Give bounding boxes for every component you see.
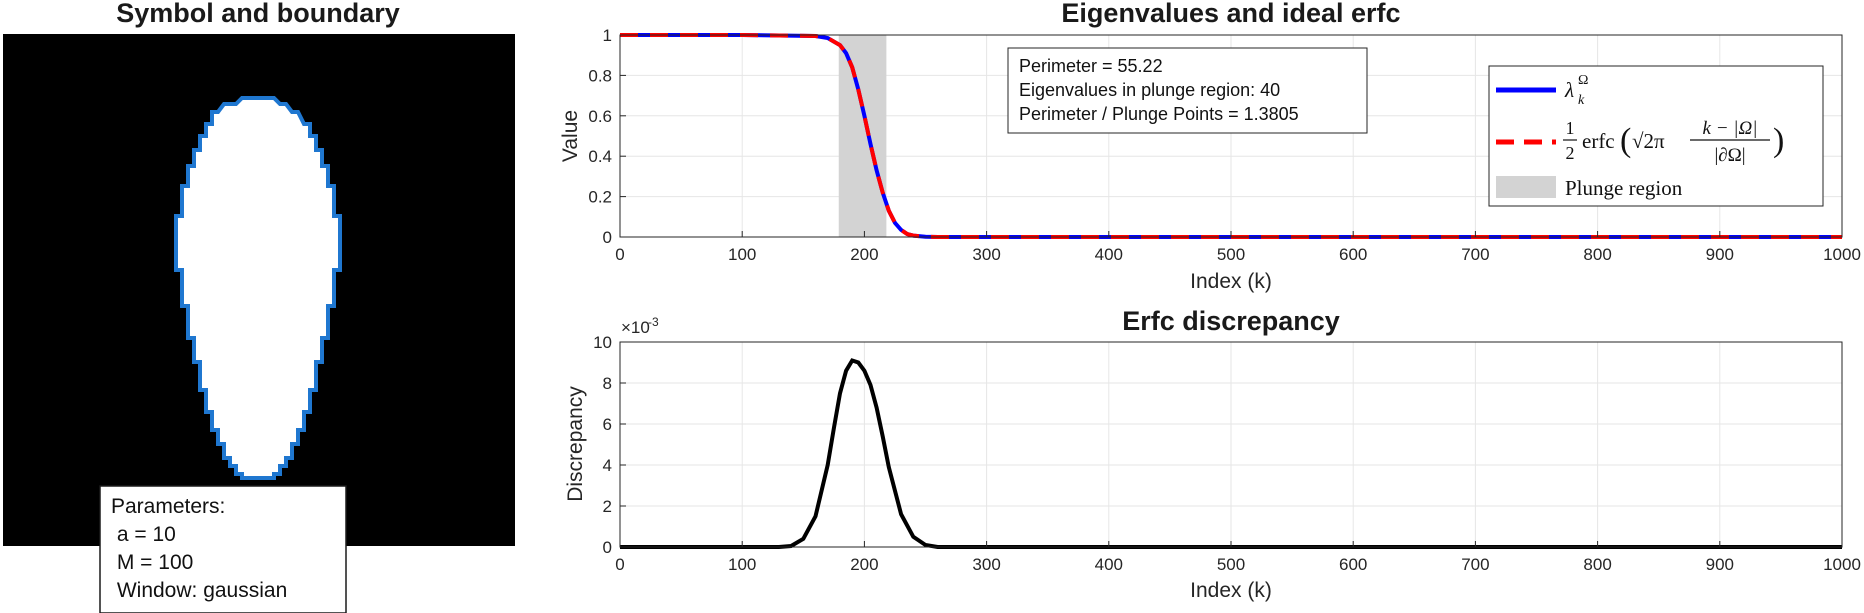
eigen-ytick-label: 0.8 (588, 66, 612, 85)
eigen-ytick-label: 0 (603, 228, 612, 247)
legend-lambda-sup: Ω (1578, 73, 1588, 88)
disc-ytick-label: 4 (603, 456, 612, 475)
legend-erfc-sqrt: √2π (1632, 129, 1665, 153)
disc-xtick-label: 300 (972, 555, 1000, 574)
disc-xtick-label: 500 (1217, 555, 1245, 574)
disc-xtick-label: 700 (1461, 555, 1489, 574)
legend-erfc-frac-den: |∂Ω| (1714, 145, 1745, 166)
annotation-plunge-count: Eigenvalues in plunge region: 40 (1019, 80, 1280, 100)
eigen-xtick-label: 300 (972, 245, 1000, 264)
eigen-xlabel: Index (k) (1190, 270, 1272, 293)
legend-erfc-lparen: ( (1620, 122, 1631, 159)
annotation-ratio: Perimeter / Plunge Points = 1.3805 (1019, 104, 1299, 124)
eigen-annotation: Perimeter = 55.22 Eigenvalues in plunge … (1007, 47, 1368, 134)
disc-xtick-label: 600 (1339, 555, 1367, 574)
eigen-ytick-label: 0.6 (588, 107, 612, 126)
disc-ytick-label: 6 (603, 415, 612, 434)
symbol-region (174, 96, 342, 480)
disc-ytick-label: 2 (603, 497, 612, 516)
eigen-xtick-label: 600 (1339, 245, 1367, 264)
eigen-xtick-label: 500 (1217, 245, 1245, 264)
disc-xtick-label: 1000 (1823, 555, 1861, 574)
disc-chart-title: Erfc discrepancy (1122, 306, 1340, 336)
eigen-ytick-label: 1 (603, 26, 612, 45)
parameters-box: Parameters: a = 10 M = 100 Window: gauss… (99, 485, 347, 613)
eigen-xtick-label: 1000 (1823, 245, 1861, 264)
disc-xtick-label: 800 (1583, 555, 1611, 574)
disc-xtick-label: 100 (728, 555, 756, 574)
disc-exponent-power: -3 (648, 315, 659, 329)
eigen-xtick-label: 700 (1461, 245, 1489, 264)
disc-ytick-label: 10 (593, 333, 612, 352)
eigen-xtick-label: 200 (850, 245, 878, 264)
legend-erfc-half-den: 2 (1566, 143, 1575, 163)
legend-swatch-plunge (1496, 176, 1556, 198)
eigen-xtick-label: 400 (1095, 245, 1123, 264)
disc-ytick-label: 8 (603, 374, 612, 393)
eigen-xtick-label: 900 (1706, 245, 1734, 264)
eigen-xtick-label: 0 (615, 245, 624, 264)
eigen-plunge-region (838, 35, 887, 237)
legend-erfc-frac-num: k − |Ω| (1703, 118, 1758, 139)
disc-xlabel: Index (k) (1190, 579, 1272, 602)
disc-ticks: 0 100 200 300 400 500 600 700 800 900 1000 0 2 4 6 8 10 (593, 333, 1861, 574)
legend-erfc-rparen: ) (1773, 122, 1784, 159)
parameter-a: a = 10 (111, 523, 176, 546)
legend-lambda-sub: k (1578, 93, 1585, 108)
eigen-chart-title: Eigenvalues and ideal erfc (1061, 0, 1400, 28)
disc-ylabel: Discrepancy (564, 386, 587, 502)
disc-exponent-label: ×10 (621, 318, 650, 337)
parameter-m: M = 100 (111, 551, 193, 574)
eigen-ticks: 0 100 200 300 400 500 600 700 800 900 1000 0 0.2 0.4 0… (588, 26, 1861, 264)
parameter-window: Window: gaussian (111, 579, 287, 602)
disc-ytick-label: 0 (603, 538, 612, 557)
eigen-annotation-frame (1007, 47, 1368, 134)
parameters-header: Parameters: (111, 495, 225, 518)
legend-lambda-symbol: λ (1564, 78, 1574, 102)
disc-xtick-label: 200 (850, 555, 878, 574)
annotation-perimeter: Perimeter = 55.22 (1019, 56, 1163, 76)
eigen-ylabel: Value (559, 110, 582, 162)
legend-erfc-half-num: 1 (1566, 118, 1575, 138)
symbol-panel-title: Symbol and boundary (116, 0, 400, 28)
legend-erfc-fn: erfc (1582, 129, 1615, 153)
disc-chart: Erfc discrepancy 0 100 200 300 400 500 600 700 8… (564, 306, 1861, 602)
disc-xtick-label: 900 (1706, 555, 1734, 574)
eigen-legend: λ k Ω 1 2 erfc ( √2π k − |Ω| |∂Ω| ) Plun… (1488, 65, 1824, 207)
eigen-xtick-label: 800 (1583, 245, 1611, 264)
eigen-chart: Eigenvalues and ideal erfc 0 100 200 300 400… (559, 0, 1861, 293)
disc-series-discrepancy (620, 358, 1842, 549)
eigen-ytick-label: 0.4 (588, 147, 612, 166)
disc-xtick-label: 0 (615, 555, 624, 574)
legend-plunge-label: Plunge region (1565, 176, 1683, 200)
eigen-series-erfc (620, 33, 1842, 239)
eigen-xtick-label: 100 (728, 245, 756, 264)
parameters-box-frame (99, 485, 347, 613)
disc-xtick-label: 400 (1095, 555, 1123, 574)
symbol-panel: Symbol and boundary Parameters: a = 10 M… (3, 0, 515, 613)
eigen-ytick-label: 0.2 (588, 188, 612, 207)
